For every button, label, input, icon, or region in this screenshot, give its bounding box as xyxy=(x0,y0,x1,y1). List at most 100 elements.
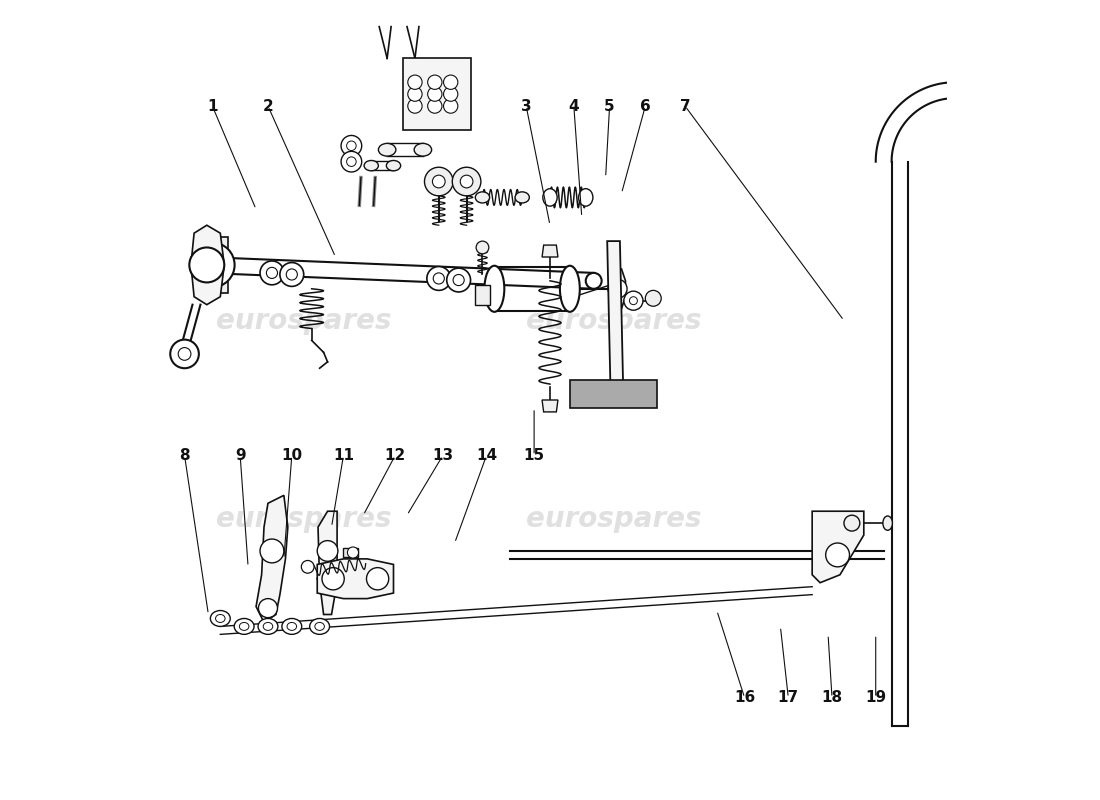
Ellipse shape xyxy=(415,143,431,156)
Circle shape xyxy=(346,141,356,150)
Ellipse shape xyxy=(515,192,529,203)
Text: 15: 15 xyxy=(524,448,544,463)
Circle shape xyxy=(428,99,442,114)
Circle shape xyxy=(341,135,362,156)
Ellipse shape xyxy=(427,266,451,290)
Circle shape xyxy=(608,279,627,298)
Circle shape xyxy=(408,99,422,114)
Polygon shape xyxy=(474,285,491,305)
Circle shape xyxy=(408,75,422,90)
Ellipse shape xyxy=(560,266,580,312)
Circle shape xyxy=(826,543,849,567)
Polygon shape xyxy=(812,511,864,582)
Bar xyxy=(403,58,471,130)
Ellipse shape xyxy=(234,618,254,634)
Circle shape xyxy=(258,598,277,618)
Text: 5: 5 xyxy=(604,98,615,114)
Circle shape xyxy=(844,515,860,531)
Circle shape xyxy=(341,151,362,172)
Ellipse shape xyxy=(315,622,324,630)
Ellipse shape xyxy=(433,273,444,284)
Circle shape xyxy=(646,290,661,306)
Ellipse shape xyxy=(279,262,304,286)
Ellipse shape xyxy=(310,618,330,634)
Polygon shape xyxy=(191,226,224,305)
Polygon shape xyxy=(256,495,288,622)
Circle shape xyxy=(189,247,224,282)
Text: 19: 19 xyxy=(866,690,887,706)
Ellipse shape xyxy=(287,622,297,630)
Circle shape xyxy=(348,547,359,558)
Circle shape xyxy=(476,241,488,254)
Text: eurospares: eurospares xyxy=(526,505,702,533)
Circle shape xyxy=(443,99,458,114)
Circle shape xyxy=(317,541,338,562)
Text: eurospares: eurospares xyxy=(217,505,392,533)
Circle shape xyxy=(408,87,422,102)
Ellipse shape xyxy=(263,622,273,630)
Circle shape xyxy=(178,347,191,360)
Circle shape xyxy=(629,297,637,305)
Text: 7: 7 xyxy=(680,98,691,114)
Text: 6: 6 xyxy=(640,98,651,114)
Text: 8: 8 xyxy=(179,448,190,463)
Ellipse shape xyxy=(240,622,249,630)
Bar xyxy=(343,548,358,558)
Circle shape xyxy=(322,568,344,590)
Ellipse shape xyxy=(386,161,400,171)
Polygon shape xyxy=(318,511,337,614)
Ellipse shape xyxy=(258,618,278,634)
Polygon shape xyxy=(542,400,558,412)
Circle shape xyxy=(260,539,284,563)
Bar xyxy=(197,237,229,293)
Ellipse shape xyxy=(266,267,277,278)
Polygon shape xyxy=(609,269,626,309)
Circle shape xyxy=(452,167,481,196)
Text: 10: 10 xyxy=(282,448,303,463)
Text: 17: 17 xyxy=(778,690,799,706)
Polygon shape xyxy=(607,241,623,384)
Ellipse shape xyxy=(447,268,471,292)
Text: 13: 13 xyxy=(432,448,453,463)
Text: 4: 4 xyxy=(569,98,579,114)
Text: eurospares: eurospares xyxy=(217,306,392,334)
Text: 16: 16 xyxy=(734,690,756,706)
Ellipse shape xyxy=(216,614,225,622)
Ellipse shape xyxy=(586,273,602,289)
Ellipse shape xyxy=(453,274,464,286)
Ellipse shape xyxy=(210,610,230,626)
Text: 14: 14 xyxy=(476,448,497,463)
Text: 12: 12 xyxy=(385,448,406,463)
Ellipse shape xyxy=(195,255,214,275)
Text: 2: 2 xyxy=(263,98,273,114)
Ellipse shape xyxy=(282,618,301,634)
Text: 1: 1 xyxy=(207,98,218,114)
Ellipse shape xyxy=(286,269,297,280)
Circle shape xyxy=(190,242,234,287)
Circle shape xyxy=(460,175,473,188)
Polygon shape xyxy=(542,245,558,257)
Text: 9: 9 xyxy=(235,448,245,463)
Circle shape xyxy=(301,561,315,573)
Circle shape xyxy=(425,167,453,196)
Circle shape xyxy=(170,340,199,368)
Ellipse shape xyxy=(260,261,284,285)
Circle shape xyxy=(443,87,458,102)
Circle shape xyxy=(366,568,388,590)
Text: eurospares: eurospares xyxy=(526,306,702,334)
Text: 3: 3 xyxy=(521,98,531,114)
Polygon shape xyxy=(570,380,658,408)
Circle shape xyxy=(432,175,446,188)
Ellipse shape xyxy=(364,161,378,171)
Circle shape xyxy=(443,75,458,90)
Text: 18: 18 xyxy=(822,690,843,706)
Ellipse shape xyxy=(378,143,396,156)
Circle shape xyxy=(346,157,356,166)
Circle shape xyxy=(428,87,442,102)
Polygon shape xyxy=(317,559,394,598)
Ellipse shape xyxy=(883,516,892,530)
Text: 11: 11 xyxy=(333,448,354,463)
Ellipse shape xyxy=(579,189,593,206)
Ellipse shape xyxy=(484,266,504,312)
Circle shape xyxy=(428,75,442,90)
